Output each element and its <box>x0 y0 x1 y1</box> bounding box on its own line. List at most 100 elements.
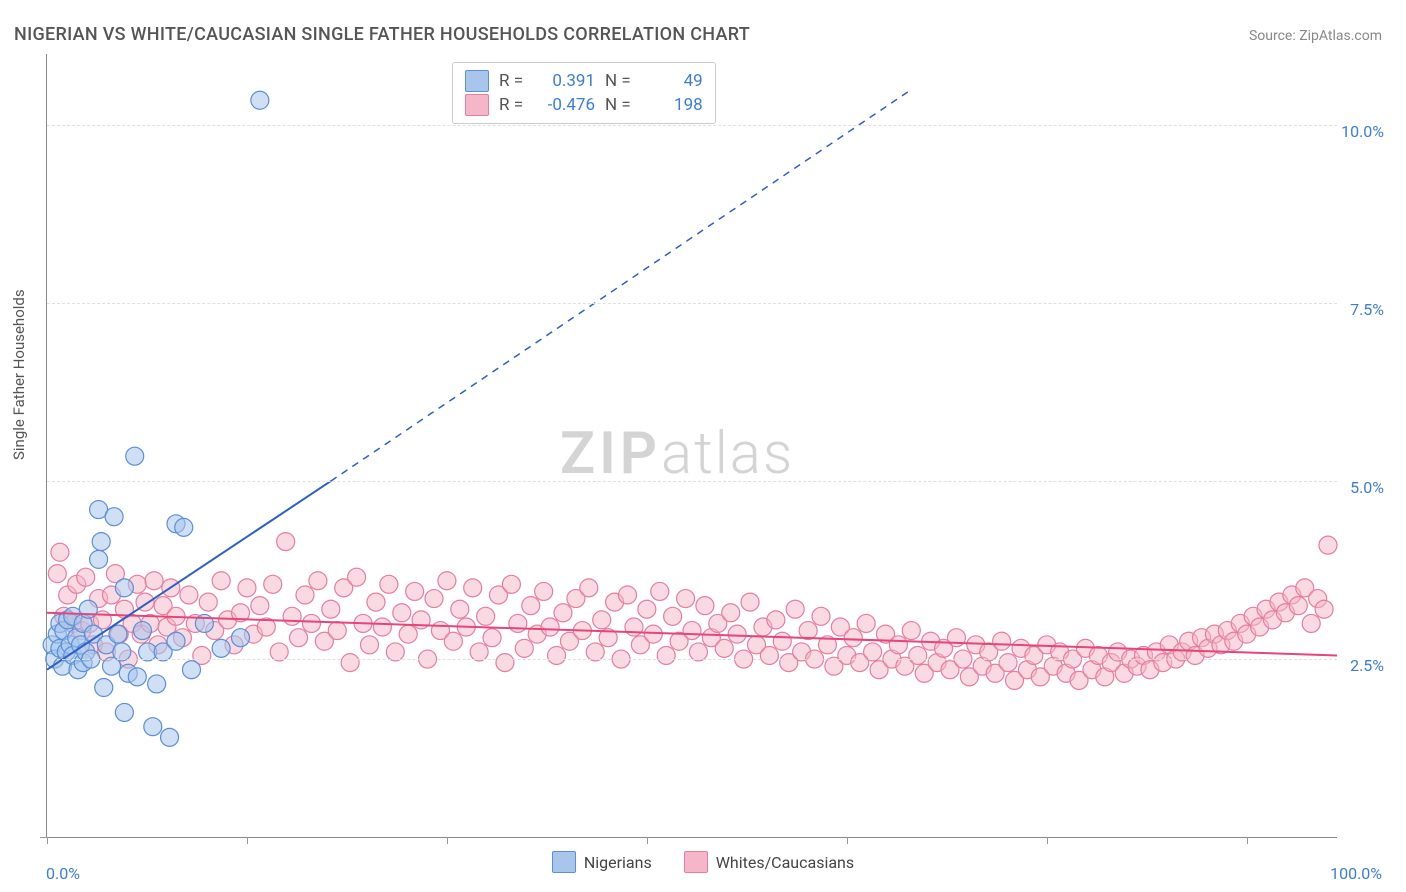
legend-item-whites: Whites/Caucasians <box>684 851 854 873</box>
point-whites <box>77 568 95 586</box>
point-nigerians <box>90 550 108 568</box>
point-whites <box>664 607 682 625</box>
point-whites <box>993 632 1011 650</box>
point-whites <box>683 622 701 640</box>
point-whites <box>296 586 314 604</box>
point-whites <box>212 572 230 590</box>
point-whites <box>277 533 295 551</box>
point-whites <box>361 636 379 654</box>
source-label: Source: ZipAtlas.com <box>1249 28 1382 44</box>
y-tick <box>40 837 47 838</box>
point-whites <box>444 632 462 650</box>
point-whites <box>909 646 927 664</box>
point-whites <box>496 654 514 672</box>
point-nigerians <box>95 679 113 697</box>
point-whites <box>844 629 862 647</box>
point-whites <box>145 572 163 590</box>
point-nigerians <box>126 447 144 465</box>
point-nigerians <box>92 533 110 551</box>
point-whites <box>619 586 637 604</box>
legend-stats-row-whites: R = -0.476 N = 198 <box>465 93 703 117</box>
point-whites <box>999 654 1017 672</box>
point-whites <box>309 572 327 590</box>
point-whites <box>1319 536 1337 554</box>
point-nigerians <box>133 622 151 640</box>
point-whites <box>399 625 417 643</box>
point-whites <box>283 607 301 625</box>
point-whites <box>302 614 320 632</box>
point-whites <box>51 543 69 561</box>
gridline <box>47 481 1337 482</box>
point-whites <box>812 607 830 625</box>
point-whites <box>180 586 198 604</box>
point-whites <box>1302 614 1320 632</box>
point-whites <box>1289 597 1307 615</box>
point-nigerians <box>167 632 185 650</box>
swatch-nigerians-bottom <box>552 851 576 873</box>
point-whites <box>638 600 656 618</box>
point-whites <box>548 646 566 664</box>
point-whites <box>464 579 482 597</box>
gridline <box>47 125 1337 126</box>
point-whites <box>554 604 572 622</box>
chart-title: NIGERIAN VS WHITE/CAUCASIAN SINGLE FATHE… <box>14 24 750 45</box>
r-label: R = <box>499 69 523 93</box>
point-nigerians <box>105 508 123 526</box>
point-whites <box>515 639 533 657</box>
plot-area <box>46 54 1337 838</box>
point-nigerians <box>115 703 133 721</box>
swatch-whites <box>465 94 489 116</box>
point-nigerians <box>148 675 166 693</box>
n-value-nigerians: 49 <box>641 69 703 93</box>
x-tick <box>247 837 248 844</box>
point-nigerians <box>79 600 97 618</box>
y-tick-label: 7.5% <box>1350 300 1384 319</box>
legend-series: Nigerians Whites/Caucasians <box>0 851 1406 877</box>
point-whites <box>1315 600 1333 618</box>
point-whites <box>580 579 598 597</box>
point-whites <box>722 604 740 622</box>
point-whites <box>477 607 495 625</box>
point-whites <box>251 597 269 615</box>
point-nigerians <box>144 718 162 736</box>
point-whites <box>199 593 217 611</box>
point-whites <box>380 575 398 593</box>
point-whites <box>509 614 527 632</box>
point-whites <box>367 593 385 611</box>
swatch-whites-bottom <box>684 851 708 873</box>
point-whites <box>541 618 559 636</box>
point-whites <box>373 618 391 636</box>
point-whites <box>393 604 411 622</box>
point-nigerians <box>128 668 146 686</box>
point-nigerians <box>182 661 200 679</box>
legend-label-nigerians: Nigerians <box>584 853 652 872</box>
r-label: R = <box>499 93 523 117</box>
point-nigerians <box>251 91 269 109</box>
x-tick <box>447 837 448 844</box>
point-nigerians <box>175 518 193 536</box>
point-whites <box>438 572 456 590</box>
point-whites <box>502 575 520 593</box>
point-whites <box>483 629 501 647</box>
point-nigerians <box>232 629 250 647</box>
point-whites <box>425 590 443 608</box>
legend-label-whites: Whites/Caucasians <box>716 853 854 872</box>
plot-svg <box>47 54 1337 837</box>
point-whites <box>728 625 746 643</box>
r-value-nigerians: 0.391 <box>533 69 595 93</box>
point-whites <box>651 582 669 600</box>
point-whites <box>644 625 662 643</box>
x-tick <box>1047 837 1048 844</box>
swatch-nigerians <box>465 70 489 92</box>
n-value-whites: 198 <box>641 93 703 117</box>
legend-item-nigerians: Nigerians <box>552 851 652 873</box>
point-whites <box>328 622 346 640</box>
x-axis-min-label: 0.0% <box>46 864 80 883</box>
point-whites <box>348 568 366 586</box>
point-whites <box>451 600 469 618</box>
r-value-whites: -0.476 <box>533 93 595 117</box>
point-whites <box>48 565 66 583</box>
point-whites <box>760 646 778 664</box>
point-whites <box>767 611 785 629</box>
point-whites <box>264 575 282 593</box>
